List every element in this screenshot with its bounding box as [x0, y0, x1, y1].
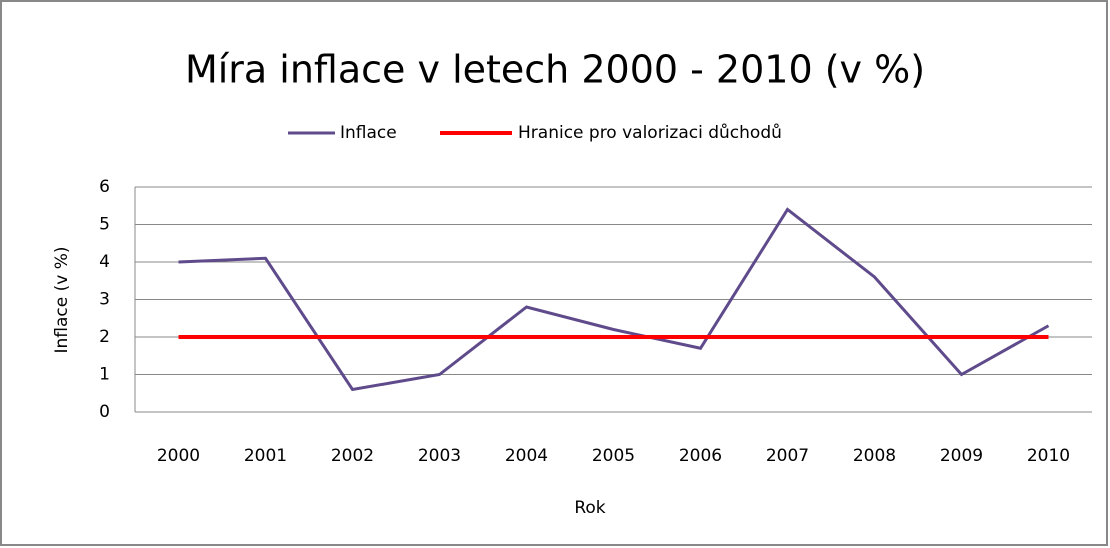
x-tick-label: 2002: [331, 446, 374, 466]
legend-label: Hranice pro valorizaci důchodů: [518, 123, 782, 143]
x-tick-label: 2004: [505, 446, 548, 466]
x-axis-label: Rok: [574, 498, 605, 518]
series-line: [178, 207, 1050, 392]
legend-label: Inflace: [340, 123, 397, 143]
y-tick-label: 5: [99, 215, 110, 235]
x-tick-label: 2003: [418, 446, 461, 466]
y-tick-label: 6: [99, 177, 110, 197]
y-tick-label: 2: [99, 327, 110, 347]
x-tick-label: 2006: [679, 446, 722, 466]
x-tick-label: 2007: [766, 446, 809, 466]
x-tick-label: 2010: [1027, 446, 1070, 466]
y-tick-label: 1: [99, 365, 110, 385]
x-tick-label: 2008: [853, 446, 896, 466]
y-tick-label: 3: [99, 290, 110, 310]
x-tick-label: 2001: [244, 446, 287, 466]
y-tick-label: 4: [99, 252, 110, 272]
chart-title: Míra inflace v letech 2000 - 2010 (v %): [185, 48, 925, 92]
x-tick-label: 2000: [157, 446, 200, 466]
y-axis-label: Inflace (v %): [52, 246, 72, 353]
x-tick-label: 2005: [592, 446, 635, 466]
x-tick-label: 2009: [940, 446, 983, 466]
y-tick-label: 0: [99, 402, 110, 422]
